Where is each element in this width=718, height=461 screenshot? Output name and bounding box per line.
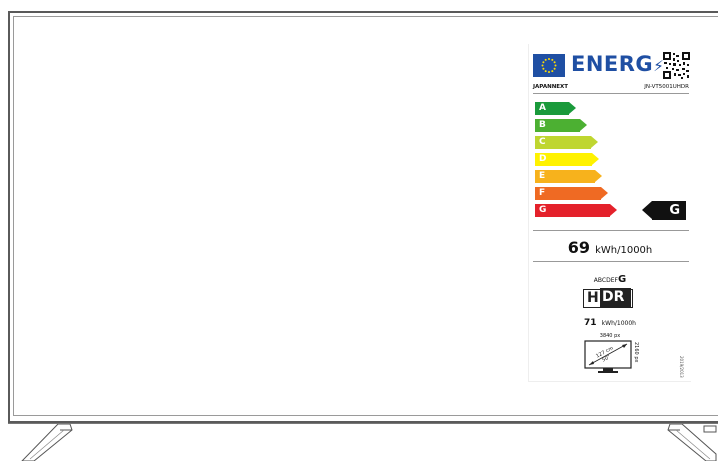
eu-flag-icon	[533, 54, 565, 77]
header-divider	[533, 93, 689, 94]
hdr-icon: H DR	[583, 288, 633, 308]
scale-divider	[533, 230, 689, 231]
diagonal-inch: 50"	[601, 354, 611, 363]
qr-code-icon	[663, 52, 690, 79]
sdr-kwh-value: 69	[567, 238, 590, 257]
label-header: ENERG⚡︎	[533, 50, 690, 88]
model-number: JN-VT5001UHDR	[644, 84, 689, 90]
vertical-resolution: 2160 px	[633, 342, 639, 363]
hdr-consumption: 71 kWh/1000h	[529, 310, 691, 329]
energy-title: ENERG⚡︎	[571, 52, 665, 76]
scale-bar-a: A	[535, 102, 576, 115]
consumption-divider	[533, 261, 689, 262]
tv-bottom-bezel	[8, 423, 718, 424]
hdr-kwh-value: 71	[584, 318, 597, 328]
scale-bar-d: D	[535, 153, 599, 166]
left-stand-leg	[20, 424, 76, 461]
scale-bar-c: C	[535, 136, 598, 149]
regulation-number: 2019/2013	[679, 356, 684, 378]
sdr-consumption: 69 kWh/1000h	[529, 238, 691, 257]
energy-rating-badge: G	[642, 201, 686, 220]
screen-size-icon: 127 cm 50"	[584, 340, 632, 380]
tv-screen	[13, 16, 718, 416]
energy-label: ENERG⚡︎ JAPANNEXT JN-VT5001UHDR	[528, 44, 691, 382]
scale-bar-f: F	[535, 187, 608, 200]
hdr-scale: ABCDEFG	[593, 274, 627, 285]
scale-bar-b: B	[535, 119, 587, 132]
sdr-kwh-unit: kWh/1000h	[595, 245, 653, 256]
scale-bar-g: G	[535, 204, 617, 217]
right-stand-leg	[664, 424, 718, 461]
scale-bar-e: E	[535, 170, 602, 183]
horizontal-resolution: 3840 px	[599, 333, 621, 339]
brand-name: JAPANNEXT	[533, 84, 569, 90]
hdr-kwh-unit: kWh/1000h	[601, 320, 636, 327]
